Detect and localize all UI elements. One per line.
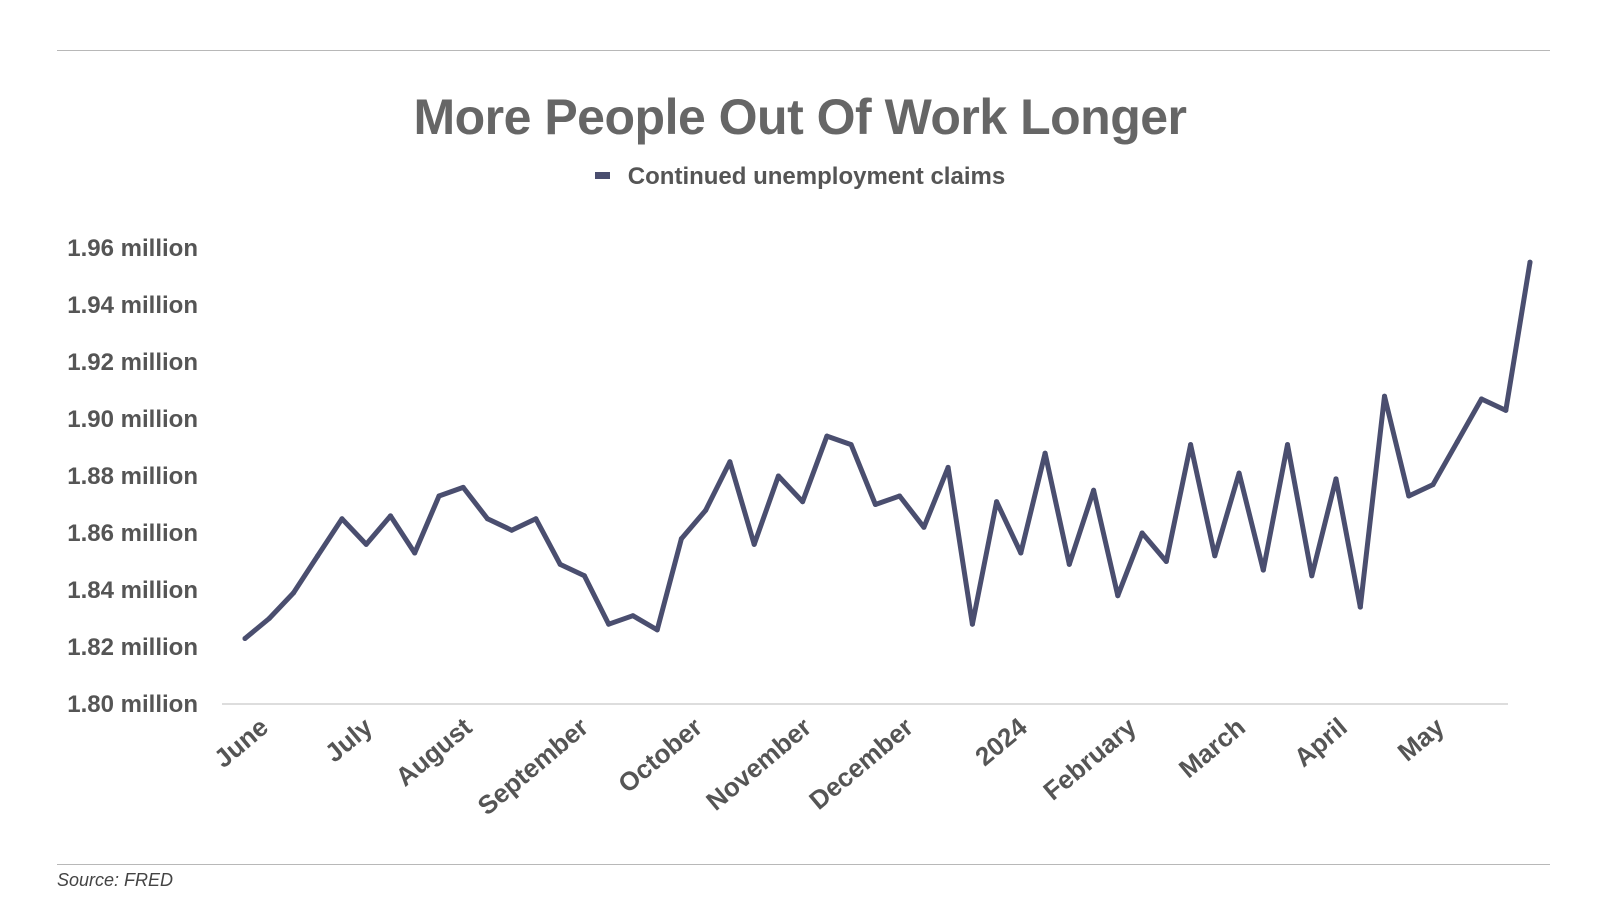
data-point bbox=[897, 493, 903, 499]
y-tick-label: 1.88 million bbox=[67, 463, 198, 490]
top-divider bbox=[57, 50, 1550, 51]
data-point bbox=[1188, 442, 1194, 448]
x-tick-label: July bbox=[319, 711, 379, 768]
x-tick-label: December bbox=[803, 712, 919, 816]
data-point bbox=[1091, 487, 1097, 493]
data-point bbox=[1285, 442, 1290, 448]
data-point bbox=[945, 464, 951, 470]
data-point bbox=[1163, 559, 1169, 564]
legend-label: Continued unemployment claims bbox=[627, 163, 1006, 190]
data-point bbox=[1115, 593, 1121, 599]
chart-title: More People Out Of Work Longer bbox=[413, 89, 1187, 145]
data-point bbox=[339, 516, 345, 522]
data-point bbox=[1139, 530, 1145, 536]
y-tick-label: 1.96 million bbox=[67, 235, 198, 262]
data-point bbox=[581, 573, 587, 579]
data-points bbox=[242, 259, 1533, 641]
data-point bbox=[654, 627, 660, 633]
data-point bbox=[485, 516, 490, 522]
data-point bbox=[315, 553, 321, 559]
data-point bbox=[1527, 259, 1533, 265]
x-tick-label: September bbox=[472, 712, 594, 821]
chart-legend: Continued unemployment claims bbox=[0, 163, 1600, 191]
data-point bbox=[557, 561, 563, 567]
x-tick-label: May bbox=[1392, 711, 1450, 767]
y-tick-label: 1.92 million bbox=[67, 349, 198, 376]
y-axis: 1.80 million 1.82 million 1.84 million 1.86… bbox=[67, 235, 198, 718]
series-line-continued-claims bbox=[242, 259, 1533, 641]
x-tick-label: February bbox=[1037, 711, 1142, 806]
data-point bbox=[630, 613, 636, 619]
y-tick-label: 1.94 million bbox=[67, 292, 198, 319]
data-point bbox=[363, 541, 369, 547]
data-point bbox=[412, 550, 418, 556]
data-point bbox=[1018, 550, 1024, 556]
data-point bbox=[1236, 470, 1242, 476]
data-point bbox=[1066, 561, 1072, 567]
data-point bbox=[872, 502, 878, 507]
data-point bbox=[800, 499, 806, 505]
y-tick-label: 1.84 million bbox=[67, 577, 198, 604]
x-tick-label: June bbox=[208, 712, 274, 774]
data-point bbox=[824, 433, 830, 439]
data-point bbox=[678, 536, 684, 542]
line-chart: 1.80 million 1.82 million 1.84 million 1.86… bbox=[67, 235, 1533, 821]
data-point bbox=[1430, 482, 1436, 488]
x-tick-label: November bbox=[700, 712, 817, 817]
data-point bbox=[1406, 493, 1412, 499]
x-tick-label: April bbox=[1288, 712, 1353, 773]
data-point bbox=[848, 442, 854, 448]
data-point bbox=[266, 616, 272, 621]
data-point bbox=[775, 473, 781, 479]
data-point bbox=[1309, 573, 1315, 579]
data-point bbox=[1357, 604, 1363, 610]
data-point bbox=[242, 636, 248, 641]
data-point bbox=[994, 499, 1000, 505]
data-point bbox=[969, 621, 975, 627]
data-point bbox=[436, 493, 442, 499]
x-tick-label: August bbox=[390, 711, 478, 792]
data-point bbox=[703, 507, 709, 513]
data-point bbox=[1382, 393, 1387, 399]
data-point bbox=[1479, 396, 1484, 402]
legend-swatch bbox=[594, 172, 610, 180]
data-point bbox=[751, 541, 757, 547]
y-tick-label: 1.86 million bbox=[67, 520, 198, 547]
data-point bbox=[388, 513, 393, 519]
x-tick-label: October bbox=[612, 712, 708, 799]
x-tick-label: 2024 bbox=[969, 711, 1033, 772]
y-tick-label: 1.82 million bbox=[67, 634, 198, 661]
data-point bbox=[1212, 553, 1218, 559]
y-tick-label: 1.80 million bbox=[67, 691, 198, 718]
data-point bbox=[533, 516, 539, 522]
data-point bbox=[1503, 407, 1509, 413]
data-point bbox=[727, 459, 733, 465]
data-point bbox=[1260, 567, 1266, 573]
source-note: Source: FRED bbox=[57, 870, 174, 890]
data-point bbox=[509, 527, 515, 533]
data-point bbox=[460, 484, 466, 490]
data-point bbox=[921, 524, 927, 530]
data-point bbox=[1042, 450, 1048, 456]
data-point bbox=[1333, 476, 1339, 482]
x-tick-label: March bbox=[1173, 712, 1251, 784]
data-point bbox=[1454, 439, 1460, 445]
data-point bbox=[606, 621, 612, 627]
y-tick-label: 1.90 million bbox=[67, 406, 198, 433]
bottom-divider bbox=[57, 864, 1550, 865]
data-point bbox=[291, 590, 296, 596]
